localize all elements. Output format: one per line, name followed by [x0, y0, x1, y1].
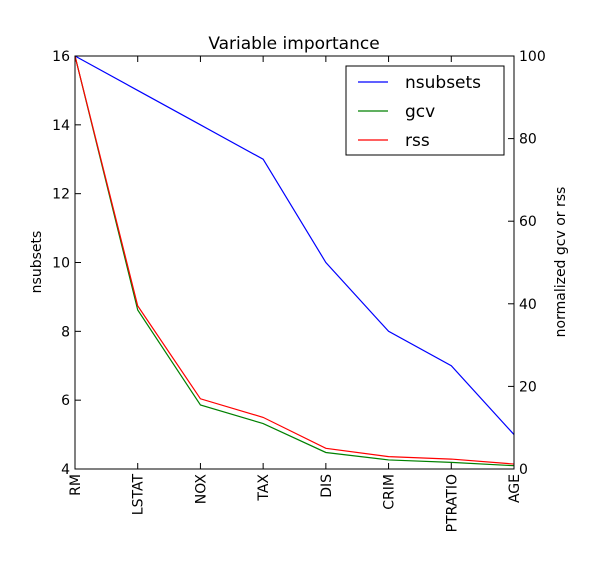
right-tick-label: 0 — [519, 462, 528, 478]
legend: nsubsets gcv rss — [345, 65, 505, 156]
chart-title: Variable importance — [208, 34, 379, 54]
legend-label-gcv: gcv — [405, 102, 435, 122]
left-tick-label: 12 — [52, 187, 70, 203]
x-tick-label: RM — [68, 474, 84, 496]
left-tick-label: 6 — [61, 393, 70, 409]
left-tick-label: 16 — [52, 49, 70, 65]
x-tick-label: AGE — [507, 474, 523, 503]
right-tick-label: 40 — [519, 297, 537, 313]
left-tick-label: 14 — [52, 118, 70, 134]
x-tick-label: DIS — [319, 474, 335, 498]
left-axis: 4 6 8 10 12 14 16 — [52, 49, 81, 478]
series-line-rss — [74, 55, 515, 465]
right-tick-label: 60 — [519, 214, 537, 230]
x-tick-label: NOX — [193, 474, 209, 505]
x-tick-label: TAX — [256, 474, 272, 502]
x-tick-label: LSTAT — [131, 474, 147, 516]
left-tick-label: 4 — [61, 462, 70, 478]
x-axis: RM LSTAT NOX TAX DIS CRIM PTRATIO AGE — [68, 56, 523, 532]
legend-label-nsubsets: nsubsets — [405, 73, 481, 93]
right-tick-label: 80 — [519, 132, 537, 148]
right-tick-label: 20 — [519, 379, 537, 395]
left-tick-label: 10 — [52, 256, 70, 272]
series-line-nsubsets — [74, 55, 515, 435]
right-axis-label: normalized gcv or rss — [553, 187, 569, 338]
left-tick-label: 8 — [61, 324, 70, 340]
series-line-gcv — [74, 55, 515, 467]
left-axis-label: nsubsets — [29, 231, 45, 294]
right-axis: 0 20 40 60 80 100 — [508, 49, 546, 478]
right-tick-label: 100 — [519, 49, 546, 65]
x-tick-label: CRIM — [382, 474, 398, 510]
plot-lines — [74, 55, 515, 467]
legend-label-rss: rss — [405, 131, 430, 151]
x-tick-label: PTRATIO — [444, 474, 460, 532]
